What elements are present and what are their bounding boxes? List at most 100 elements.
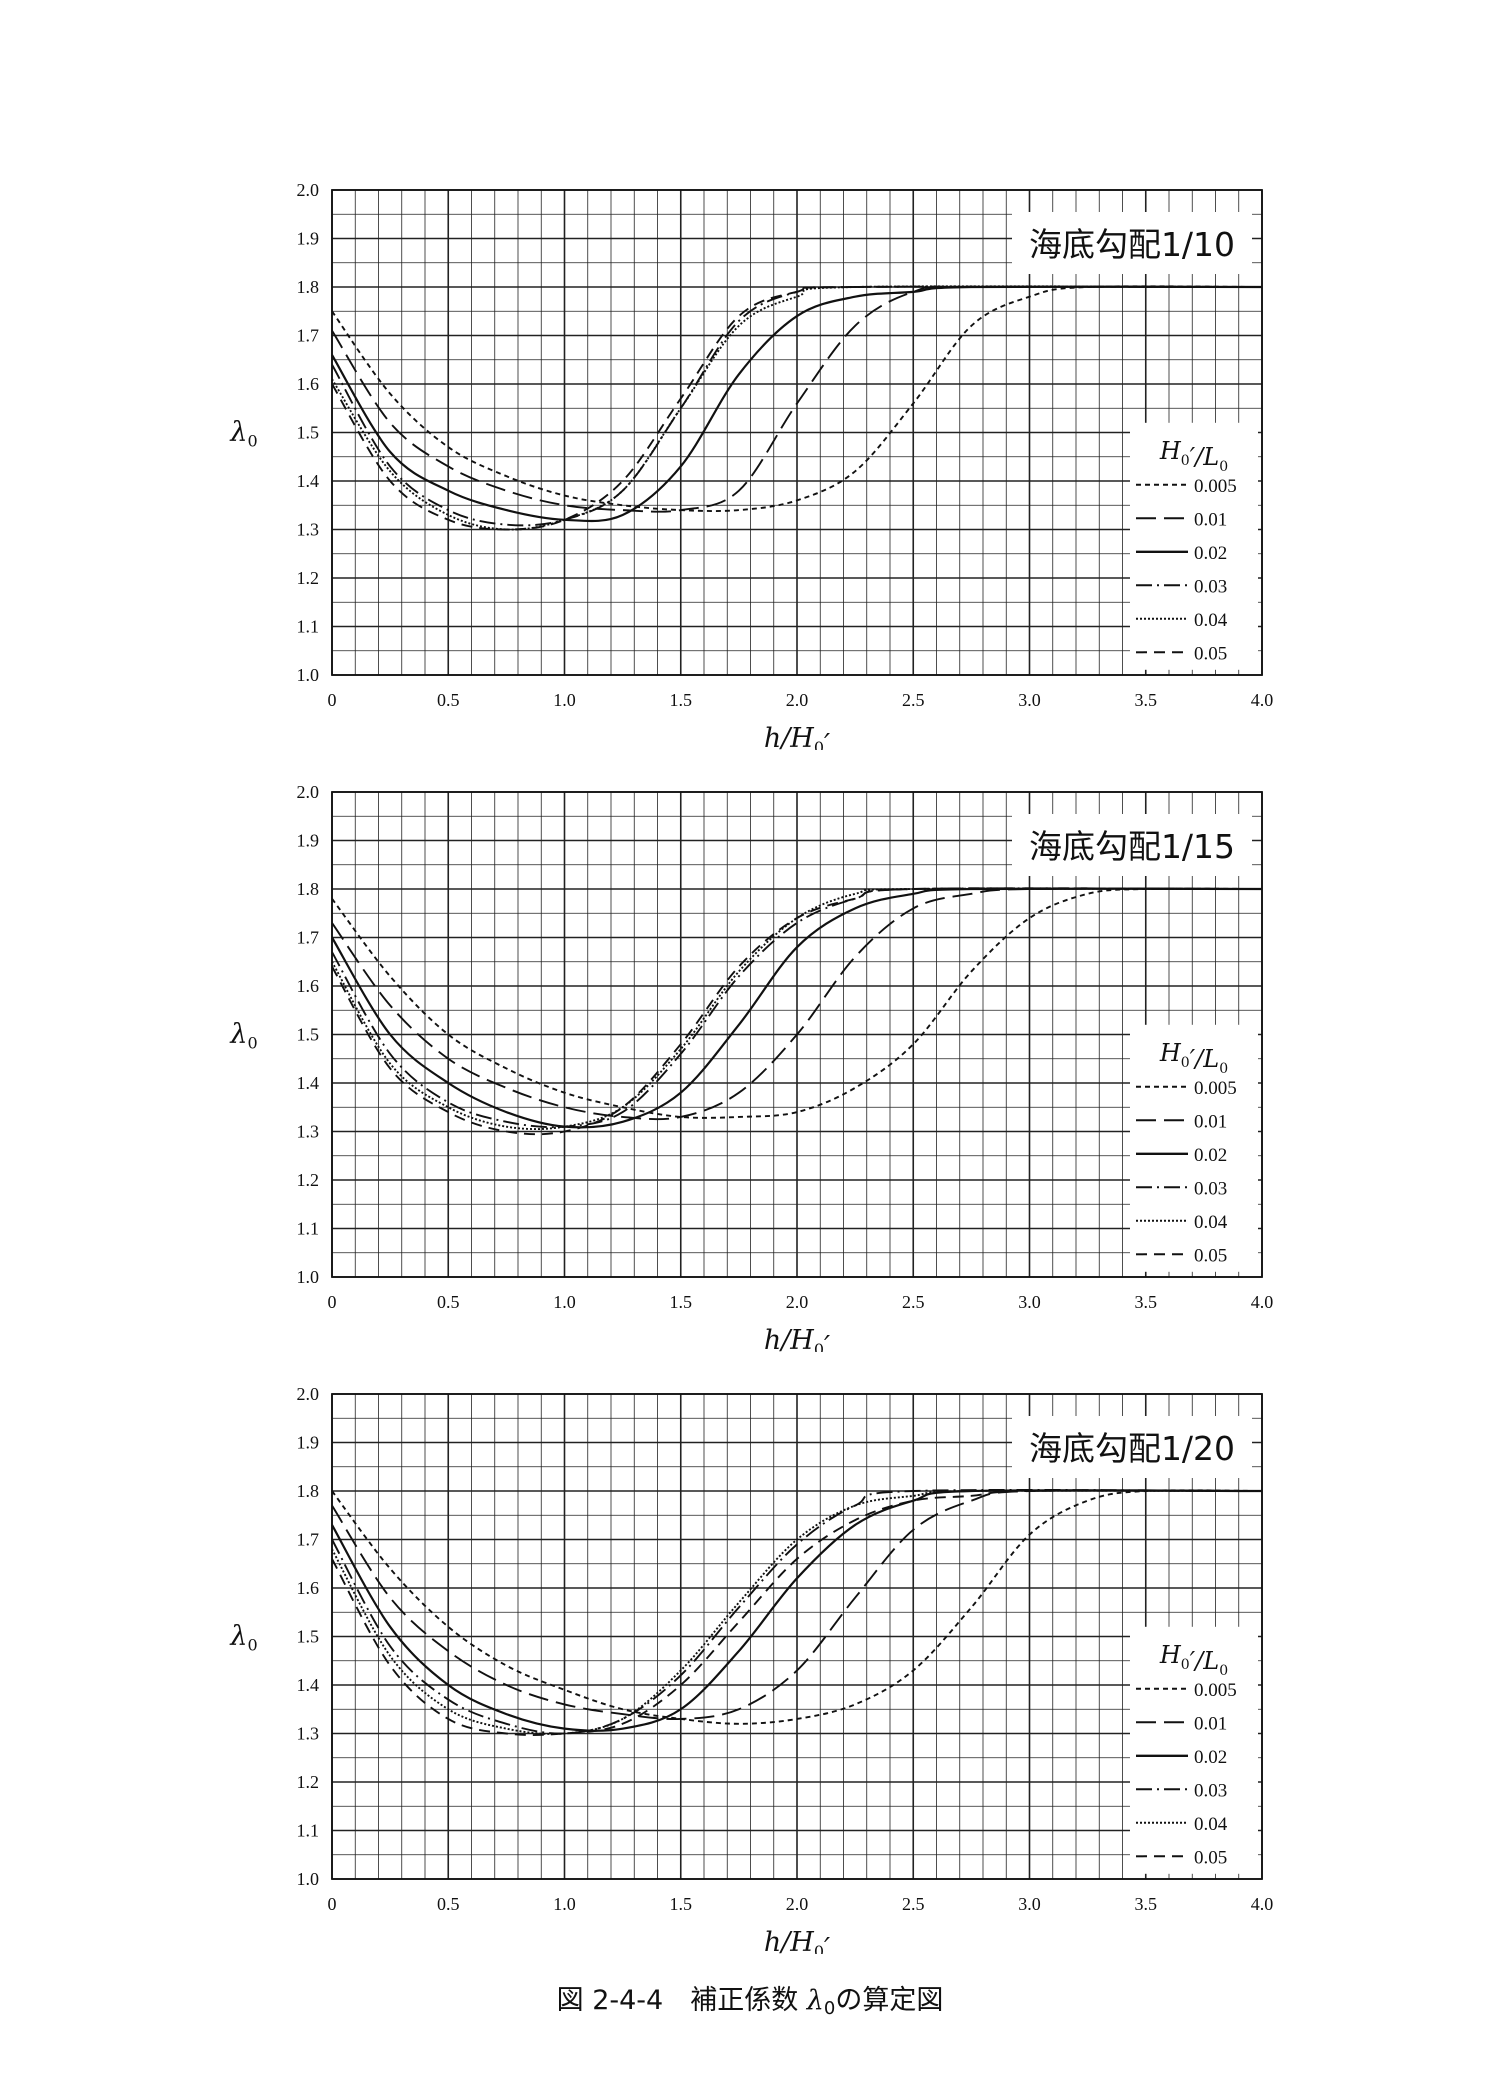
x-axis-label: h/H0′ [764, 1325, 830, 1352]
legend-title: H0′/L0 [1159, 1039, 1228, 1077]
legend-label: 0.05 [1194, 1847, 1227, 1868]
chart-title: 海底勾配1/10 [1029, 225, 1235, 264]
caption-symbol: λ [806, 1985, 824, 2016]
legend-label: 0.005 [1194, 1078, 1237, 1099]
y-tick-label: 1.6 [297, 1578, 320, 1598]
series-line-0-03 [331, 1488, 1263, 1735]
x-tick-label: 2.0 [786, 1894, 809, 1914]
chart-title: 海底勾配1/15 [1029, 827, 1235, 866]
x-tick-label: 3.5 [1135, 1894, 1158, 1914]
chart-title-background [1012, 1416, 1252, 1478]
x-tick-label: 0.5 [437, 1894, 460, 1914]
y-tick-label: 1.2 [297, 1772, 320, 1792]
legend: H0′/L00.005 0.01 0.02 0.03 0.04 0.05 [1130, 422, 1258, 670]
x-tick-label: 0.5 [437, 690, 460, 710]
x-tick-label: 2.5 [902, 1894, 925, 1914]
y-tick-label: 1.4 [297, 1675, 320, 1695]
chart-panel-slope-1-20: 0 0.5 1.0 1.5 2.0 2.5 3.0 3.5 4.0 1.0 1.1 1.2 1.3 1.4… [0, 1354, 1500, 1954]
plot-frame [331, 1393, 1263, 1880]
x-tick-label: 0 [328, 1292, 337, 1312]
x-tick-label: 3.5 [1135, 690, 1158, 710]
legend-background [1130, 1024, 1258, 1272]
legend-label: 0.04 [1194, 1814, 1228, 1835]
x-tick-label: 1.5 [670, 1894, 693, 1914]
y-tick-label: 1.1 [297, 1219, 320, 1239]
y-tick-label: 1.6 [297, 976, 320, 996]
x-tick-label: 3.5 [1135, 1292, 1158, 1312]
y-tick-label: 1.8 [297, 879, 320, 899]
y-tick-label: 1.3 [297, 520, 320, 540]
legend-label: 0.01 [1194, 1713, 1227, 1734]
y-tick-label: 1.1 [297, 617, 320, 637]
figure-caption: 図 2-4-4 補正係数 λ0の算定図 [0, 1978, 1500, 2019]
legend-label: 0.005 [1194, 476, 1237, 497]
series-line-0-05 [331, 1489, 1263, 1736]
y-tick-label: 2.0 [297, 782, 320, 802]
legend-title: H0′/L0 [1159, 437, 1228, 475]
x-tick-label: 4.0 [1251, 1894, 1274, 1914]
y-tick-label: 1.0 [297, 1869, 320, 1889]
y-tick-label: 1.0 [297, 1267, 320, 1287]
chart-panel-slope-1-10: 0 0.5 1.0 1.5 2.0 2.5 3.0 3.5 4.0 1.0 1.1 1.2 1.3 1.4… [0, 150, 1500, 750]
caption-prefix: 図 2-4-4 補正係数 [556, 1985, 807, 2016]
y-tick-label: 1.5 [297, 423, 320, 443]
caption-suffix: の算定図 [835, 1985, 944, 2016]
y-tick-label: 1.1 [297, 1821, 320, 1841]
legend-label: 0.04 [1194, 610, 1228, 631]
y-tick-label: 1.8 [297, 277, 320, 297]
x-tick-label: 3.0 [1018, 690, 1041, 710]
legend-label: 0.03 [1194, 1780, 1227, 1801]
x-tick-label: 1.0 [553, 1292, 576, 1312]
x-tick-label: 2.0 [786, 1292, 809, 1312]
series-line-0-01 [331, 887, 1263, 1121]
caption-symbol-subscript: 0 [823, 1998, 836, 2019]
y-tick-label: 1.9 [297, 229, 320, 249]
x-tick-label: 1.0 [553, 690, 576, 710]
series-lines [331, 285, 1263, 531]
legend-label: 0.02 [1194, 543, 1227, 564]
y-tick-label: 1.0 [297, 665, 320, 685]
legend-label: 0.05 [1194, 1245, 1227, 1266]
y-tick-label: 1.5 [297, 1627, 320, 1647]
plot-frame [331, 791, 1263, 1278]
y-tick-label: 1.2 [297, 568, 320, 588]
y-tick-label: 1.7 [297, 928, 320, 948]
legend-background [1130, 422, 1258, 670]
x-tick-label: 4.0 [1251, 690, 1274, 710]
series-line-0-005 [331, 887, 1263, 1119]
chart-slope-1-15: 0 0.5 1.0 1.5 2.0 2.5 3.0 3.5 4.0 1.0 1.1 1.2 1.3 1.4… [229, 782, 1274, 1352]
y-tick-label: 2.0 [297, 180, 320, 200]
y-tick-label: 1.2 [297, 1170, 320, 1190]
series-lines [331, 887, 1263, 1136]
y-tick-label: 1.9 [297, 831, 320, 851]
series-line-0-03 [331, 887, 1263, 1129]
x-tick-label: 0.5 [437, 1292, 460, 1312]
legend-label: 0.02 [1194, 1145, 1227, 1166]
y-tick-label: 1.3 [297, 1724, 320, 1744]
legend-background [1130, 1626, 1258, 1874]
chart-slope-1-10: 0 0.5 1.0 1.5 2.0 2.5 3.0 3.5 4.0 1.0 1.1 1.2 1.3 1.4… [229, 180, 1274, 750]
series-line-0-04 [331, 887, 1263, 1131]
legend-label: 0.01 [1194, 509, 1227, 530]
tick-labels: 0 0.5 1.0 1.5 2.0 2.5 3.0 3.5 4.0 1.0 1.1 1.2 1.3 1.4… [297, 1384, 1274, 1914]
y-tick-label: 1.7 [297, 1530, 320, 1550]
y-axis-label: λ0 [229, 1019, 257, 1053]
y-tick-label: 1.3 [297, 1122, 320, 1142]
series-line-0-05 [331, 285, 1263, 531]
plot-frame [331, 189, 1263, 676]
series-line-0-02 [331, 285, 1263, 523]
chart-title-background [1012, 212, 1252, 274]
x-tick-label: 4.0 [1251, 1292, 1274, 1312]
series-line-0-01 [331, 1489, 1263, 1721]
legend: H0′/L00.005 0.01 0.02 0.03 0.04 0.05 [1130, 1024, 1258, 1272]
series-line-0-01 [331, 285, 1263, 513]
x-tick-label: 2.0 [786, 690, 809, 710]
y-tick-label: 1.5 [297, 1025, 320, 1045]
legend-label: 0.005 [1194, 1680, 1237, 1701]
x-tick-label: 2.5 [902, 1292, 925, 1312]
series-line-0-02 [331, 887, 1263, 1129]
x-tick-label: 1.5 [670, 1292, 693, 1312]
series-line-0-005 [331, 1489, 1263, 1725]
y-tick-label: 1.7 [297, 326, 320, 346]
